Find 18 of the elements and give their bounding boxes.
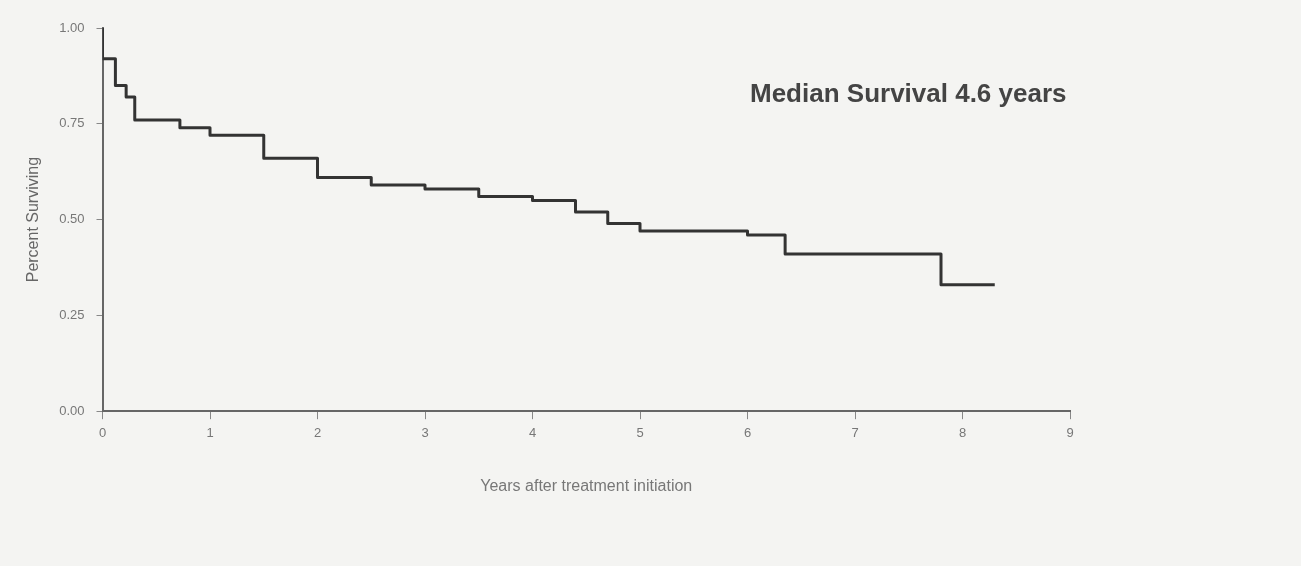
x-axis-title: Years after treatment initiation (480, 476, 693, 494)
y-tick-label: 1.00 (59, 19, 85, 35)
y-axis-title: Percent Surviving (24, 156, 42, 283)
x-tick-label: 5 (636, 424, 644, 440)
x-tick-label: 7 (851, 424, 859, 440)
y-tick-label: 0.00 (59, 402, 85, 418)
y-tick-label: 0.25 (59, 306, 85, 322)
x-tick-label: 0 (98, 424, 107, 440)
y-tick-label: 0.75 (59, 115, 85, 131)
y-tick-label: 0.50 (59, 211, 85, 227)
x-tick-label: 2 (313, 424, 322, 440)
x-tick-label: 4 (528, 424, 537, 440)
x-tick-label: 6 (743, 424, 752, 440)
x-tick-label: 3 (421, 424, 429, 440)
x-tick-label: 8 (958, 424, 967, 440)
x-tick-label: 1 (206, 424, 214, 440)
x-tick-label: 9 (1066, 424, 1074, 440)
annotation: Median Survival 4.6 years (750, 78, 1067, 109)
